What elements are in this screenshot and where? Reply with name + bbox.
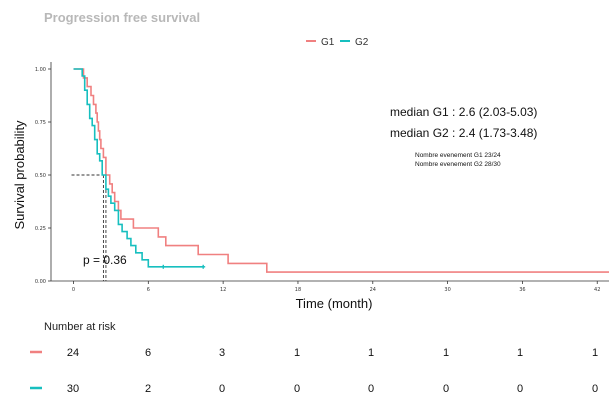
x-tick-label: 24 [370, 287, 376, 293]
y-tick-label: 1.00 [35, 67, 46, 73]
median-lines [71, 174, 107, 281]
curve-g1 [73, 68, 609, 273]
x-tick-label: 12 [220, 287, 226, 293]
p-value-text: p = 0.36 [83, 253, 127, 267]
risk-value-g2: 0 [443, 383, 449, 395]
risk-value-g1: 1 [443, 347, 449, 359]
risk-value-g2: 0 [294, 383, 300, 395]
y-axis-label: Survival probability [12, 120, 27, 230]
risk-value-g1: 1 [592, 347, 598, 359]
x-tick-label: 6 [147, 287, 150, 293]
y-tick-label: 0.50 [35, 173, 46, 179]
risk-value-g2: 0 [592, 383, 598, 395]
x-tick-label: 0 [72, 287, 75, 293]
x-tick-label: 36 [519, 287, 525, 293]
events-g2-text: Nombre evenement G2 28/30 [415, 161, 501, 168]
x-tick-label: 30 [444, 287, 450, 293]
risk-value-g2: 0 [219, 383, 225, 395]
risk-value-g1: 1 [294, 347, 300, 359]
median-g2-text: median G2 : 2.4 (1.73-3.48) [390, 126, 537, 140]
curve-g2 [73, 68, 204, 268]
events-g1-text: Nombre evenement G1 23/24 [415, 152, 501, 159]
legend-label-g2: G2 [355, 37, 369, 48]
risk-value-g2: 30 [67, 383, 79, 395]
y-tick-label: 0.75 [35, 120, 46, 126]
x-tick-label: 42 [594, 287, 600, 293]
risk-value-g1: 24 [67, 347, 79, 359]
risk-table-title: Number at risk [44, 321, 116, 333]
y-tick-label: 0.00 [35, 279, 46, 285]
survival-curves [73, 68, 609, 273]
x-tick-label: 18 [295, 287, 301, 293]
median-g1-text: median G1 : 2.6 (2.03-5.03) [390, 105, 537, 119]
risk-value-g2: 0 [368, 383, 374, 395]
risk-value-g2: 0 [517, 383, 523, 395]
x-ticks: 0 6 12 18 24 30 36 42 [72, 281, 600, 293]
y-ticks: 0.00 0.25 0.50 0.75 1.00 [35, 67, 51, 285]
risk-value-g2: 2 [145, 383, 151, 395]
legend-label-g1: G1 [321, 37, 335, 48]
risk-table: 24 6 3 1 1 1 1 1 30 2 0 0 0 0 0 0 [30, 347, 598, 395]
x-axis-label: Time (month) [296, 296, 373, 311]
risk-value-g1: 3 [219, 347, 225, 359]
chart-title: Progression free survival [44, 10, 200, 25]
risk-value-g1: 6 [145, 347, 151, 359]
risk-value-g1: 1 [517, 347, 523, 359]
y-tick-label: 0.25 [35, 226, 46, 232]
legend: G1 G2 [306, 37, 369, 48]
risk-value-g1: 1 [368, 347, 374, 359]
